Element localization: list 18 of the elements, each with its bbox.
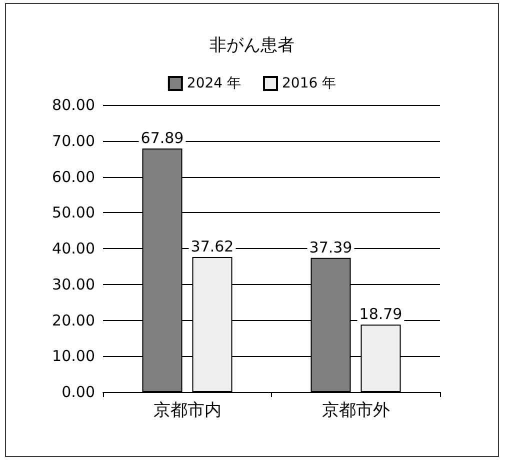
y-tick-label: 20.00: [52, 311, 95, 330]
data-label: 67.89: [140, 128, 184, 147]
legend-label: 2016 年: [282, 76, 336, 92]
y-tick-label: 10.00: [52, 347, 95, 366]
legend-label: 2024 年: [186, 76, 242, 92]
y-tick-label: 80.00: [52, 96, 95, 114]
data-label: 37.62: [190, 238, 234, 256]
x-tick-label: 京都市内: [153, 400, 222, 420]
data-label: 37.39: [309, 238, 352, 256]
y-tick-label: 60.00: [52, 168, 95, 186]
y-tick-label: 30.00: [52, 275, 95, 294]
chart-title: 非がん患者: [210, 36, 294, 56]
y-tick-label: 50.00: [52, 204, 95, 222]
x-tick-label: 京都市外: [322, 400, 390, 420]
y-tick-label: 40.00: [52, 240, 95, 258]
data-label: 18.79: [359, 305, 402, 324]
y-tick-label: 0.00: [62, 383, 95, 401]
y-tick-label: 70.00: [52, 132, 95, 150]
